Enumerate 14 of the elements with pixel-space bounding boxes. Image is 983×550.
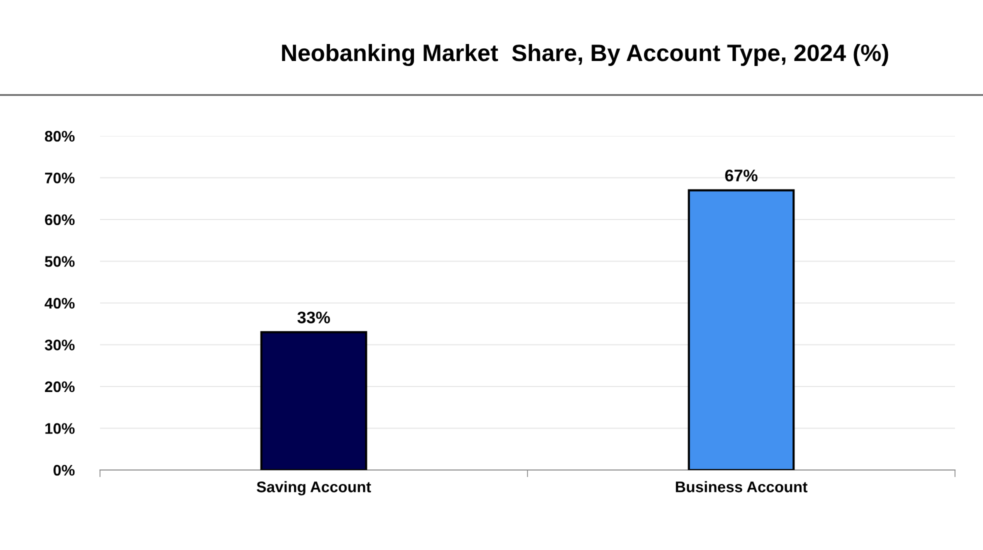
y-tick-label: 40% [44, 298, 75, 309]
y-tick-label: 60% [44, 214, 75, 226]
y-tick-label: 50% [44, 256, 75, 267]
y-tick-label: 30% [44, 340, 75, 350]
y-tick-label: 10% [45, 423, 75, 434]
data-label: 33% [297, 312, 330, 324]
x-tick-label: Business Account [676, 481, 808, 492]
y-tick-label: 0% [54, 464, 75, 476]
data-label: 67% [725, 170, 758, 182]
y-tick-label: 80% [44, 130, 75, 142]
y-tick-label: 20% [44, 381, 75, 392]
y-tick-label: 70% [45, 172, 75, 184]
chart-title: Neobanking Market Share, By Account Type, 2024 (%) [282, 44, 888, 66]
x-tick-label: Saving Account [256, 481, 372, 496]
